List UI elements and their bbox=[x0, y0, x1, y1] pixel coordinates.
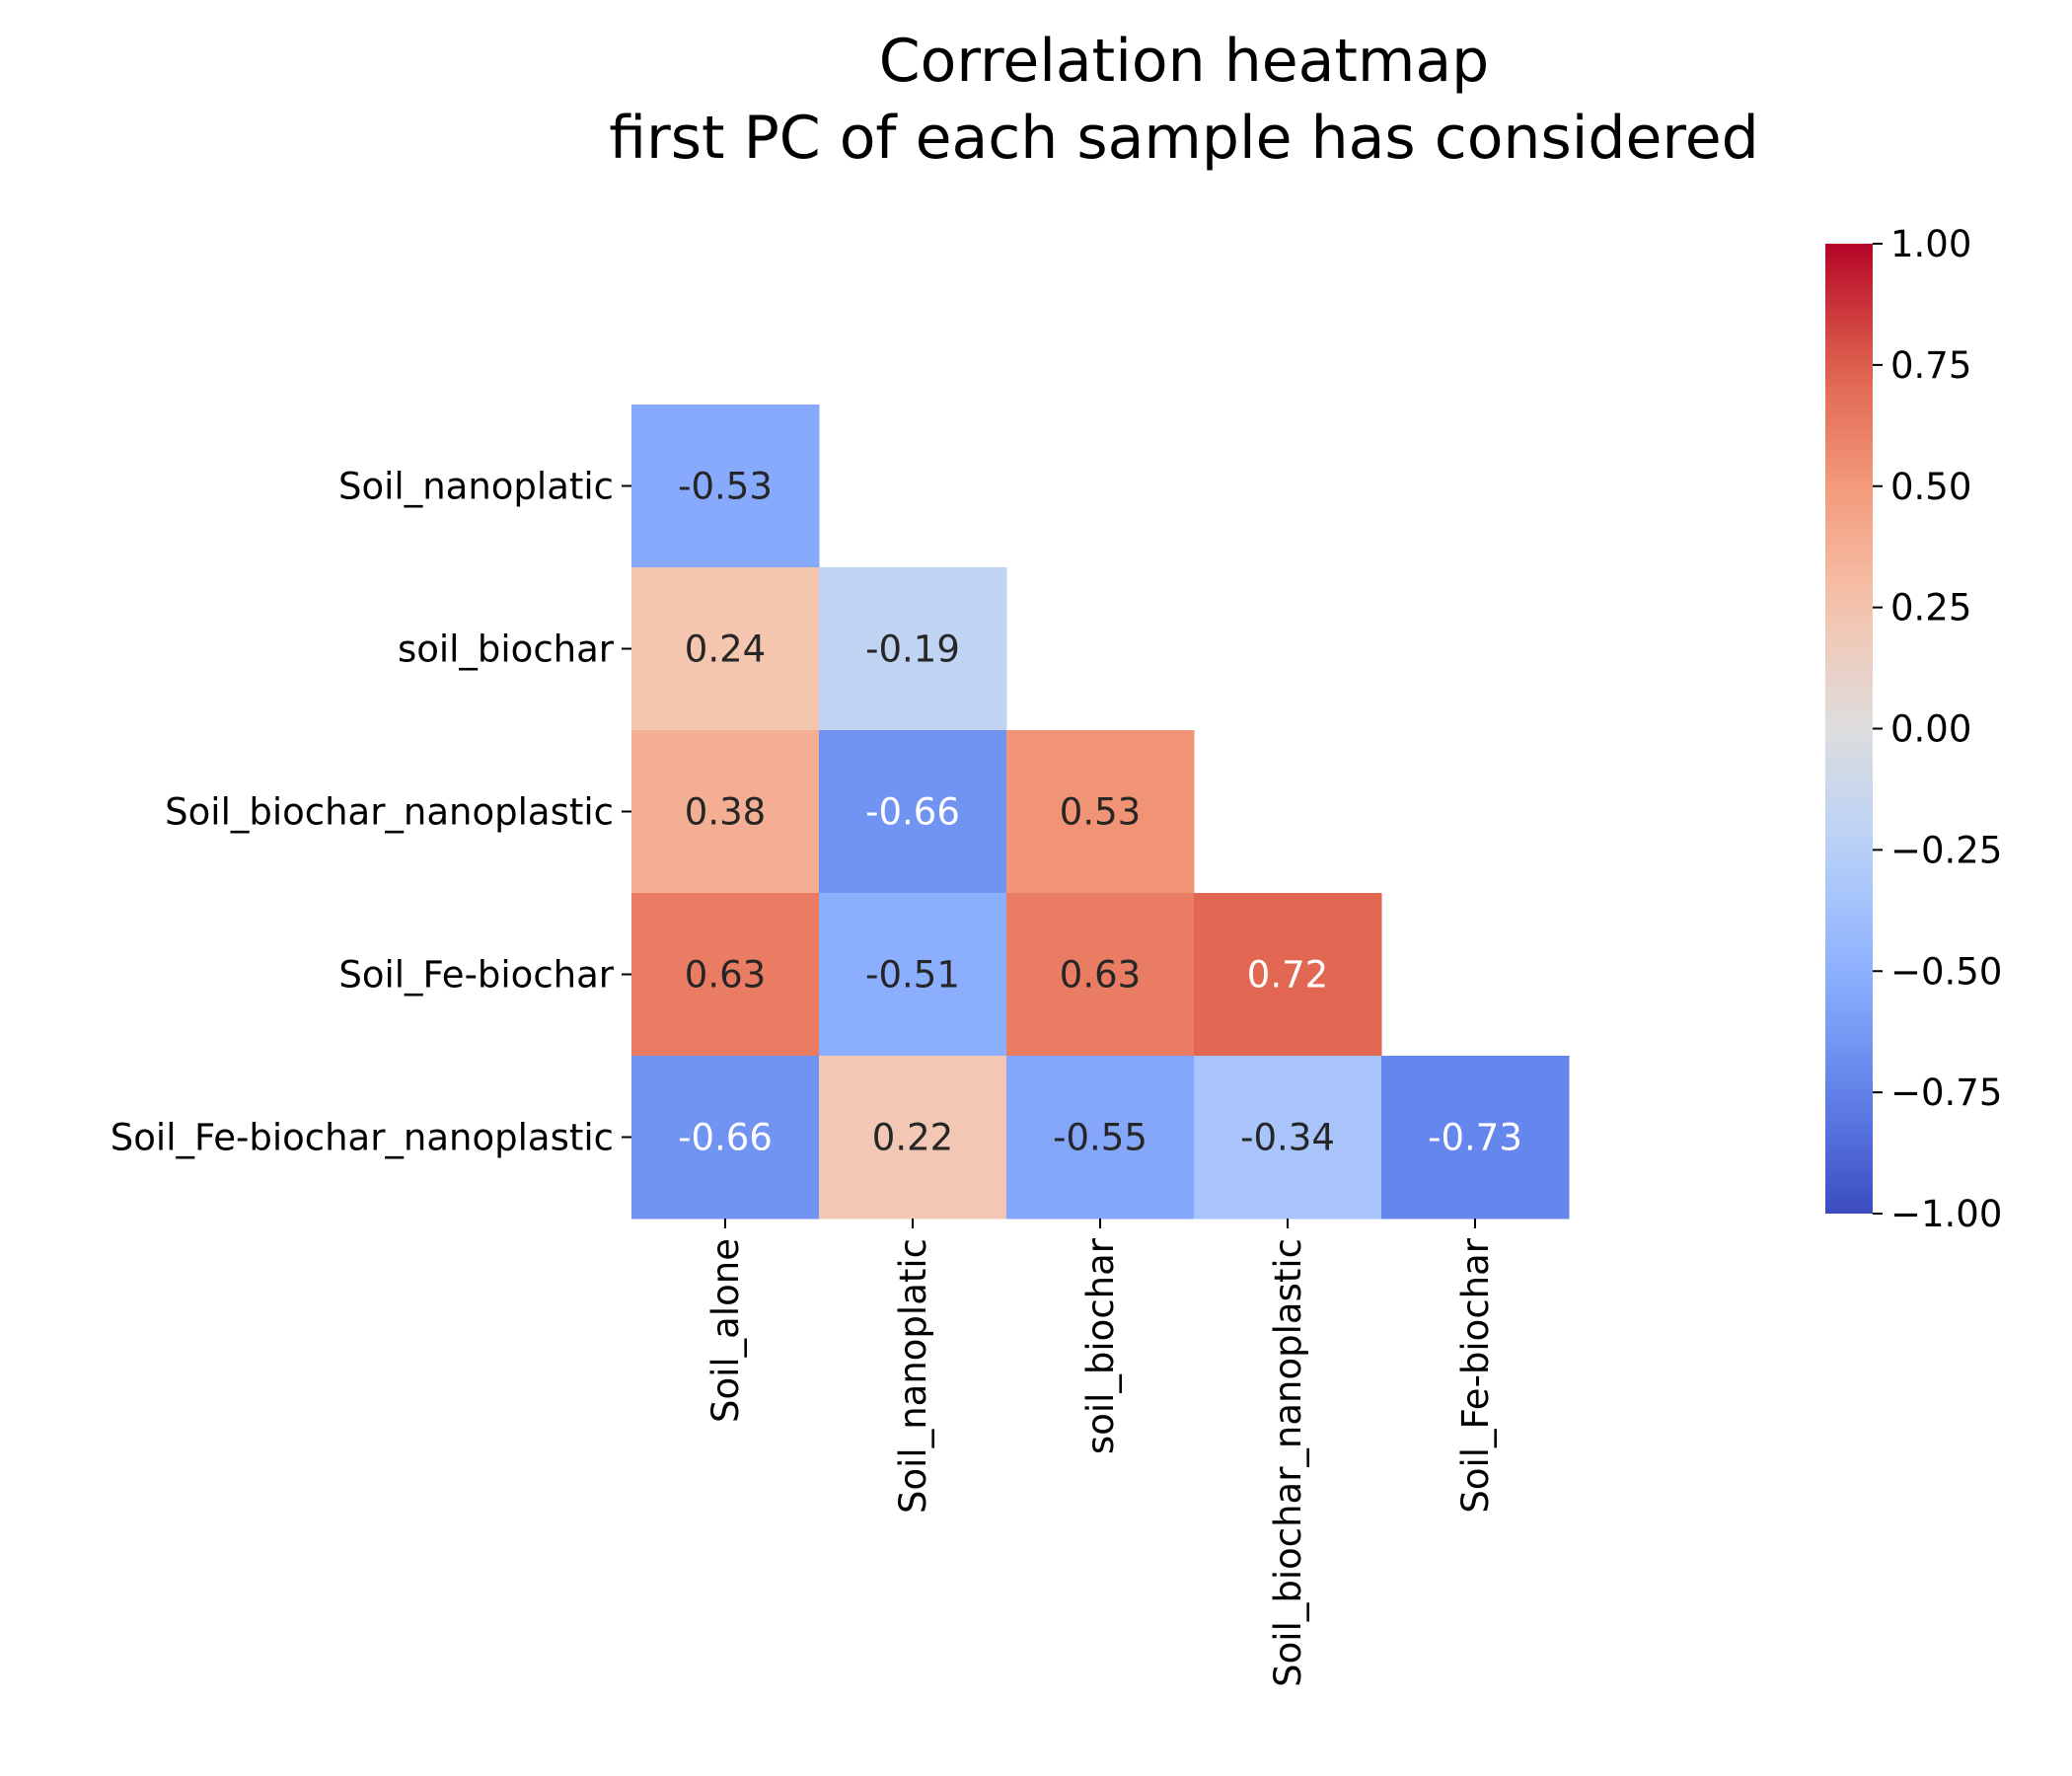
heatmap-cell bbox=[1194, 1056, 1382, 1220]
heatmap-cell bbox=[819, 567, 1007, 731]
heatmap-cell bbox=[1381, 1056, 1570, 1220]
x-tick-label: Soil_biochar_nanoplastic bbox=[1267, 1238, 1309, 1687]
cell-value-label: 0.53 bbox=[1060, 791, 1141, 834]
cell-value-label: 0.63 bbox=[1060, 954, 1141, 997]
heatmap-cell bbox=[631, 893, 820, 1057]
heatmap-cells: -0.53 0.24 -0.19 0.38 -0.66 0.53 0.63 -0.51 0.63… bbox=[631, 405, 1570, 1220]
y-tick-label: Soil_Fe-biochar bbox=[338, 954, 614, 997]
heatmap-cell bbox=[1006, 730, 1195, 894]
cell-value-label: -0.66 bbox=[678, 1117, 773, 1159]
cell-value-label: -0.73 bbox=[1428, 1117, 1522, 1159]
cell-value-label: -0.53 bbox=[678, 466, 773, 508]
cell-value-label: 0.24 bbox=[685, 629, 766, 671]
x-tick-label: Soil_nanoplatic bbox=[892, 1238, 934, 1514]
x-tick-label: Soil_alone bbox=[704, 1238, 747, 1423]
heatmap-cell bbox=[1006, 1056, 1195, 1220]
x-axis: Soil_alone Soil_nanoplatic soil_biochar Soi… bbox=[704, 1219, 1497, 1687]
y-axis: Soil_nanoplatic soil_biochar Soil_biochar_… bbox=[111, 466, 631, 1159]
colorbar-tick-label: 0.50 bbox=[1890, 466, 1971, 508]
cell-value-label: 0.22 bbox=[872, 1117, 953, 1159]
heatmap-cell bbox=[631, 405, 820, 568]
colorbar-gradient bbox=[1825, 244, 1873, 1214]
heatmap-cell bbox=[1194, 893, 1382, 1057]
heatmap-cell bbox=[819, 730, 1007, 894]
x-tick-label: soil_biochar bbox=[1079, 1237, 1122, 1454]
cell-value-label: -0.19 bbox=[865, 629, 960, 671]
cell-value-label: -0.55 bbox=[1053, 1117, 1147, 1159]
y-tick-label: soil_biochar bbox=[398, 629, 615, 671]
colorbar-tick-label: −1.00 bbox=[1890, 1193, 2002, 1235]
cell-value-label: -0.34 bbox=[1240, 1117, 1335, 1159]
heatmap-cell bbox=[631, 1056, 820, 1220]
colorbar-tick-label: −0.25 bbox=[1890, 829, 2002, 871]
cell-value-label: -0.66 bbox=[865, 791, 960, 834]
colorbar-tick-label: −0.75 bbox=[1890, 1072, 2002, 1114]
cell-value-label: 0.72 bbox=[1247, 954, 1328, 997]
y-tick-label: Soil_nanoplatic bbox=[338, 466, 614, 508]
cell-value-label: 0.38 bbox=[685, 791, 766, 834]
y-tick-label: Soil_Fe-biochar_nanoplastic bbox=[111, 1117, 614, 1159]
colorbar-tick-label: 0.75 bbox=[1890, 344, 1971, 387]
colorbar-tick-label: 0.25 bbox=[1890, 587, 1971, 629]
heatmap-cell bbox=[631, 567, 820, 731]
cell-value-label: -0.51 bbox=[865, 954, 960, 997]
colorbar-tick-label: 0.00 bbox=[1890, 708, 1971, 751]
y-tick-label: Soil_biochar_nanoplastic bbox=[165, 791, 614, 834]
heatmap-cell bbox=[631, 730, 820, 894]
x-tick-label: Soil_Fe-biochar bbox=[1454, 1237, 1497, 1513]
heatmap-cell bbox=[819, 1056, 1007, 1220]
colorbar: 1.00 0.75 0.50 0.25 0.00 −0.25 −0.50 −0.75 −1.00 bbox=[1825, 223, 2002, 1235]
heatmap-cell bbox=[1006, 893, 1195, 1057]
colorbar-tick-label: 1.00 bbox=[1890, 223, 1971, 265]
cell-value-label: 0.63 bbox=[685, 954, 766, 997]
heatmap-cell bbox=[819, 893, 1007, 1057]
chart-title-line-1: Correlation heatmap bbox=[879, 27, 1489, 96]
chart-title-line-2: first PC of each sample has considered bbox=[609, 104, 1759, 173]
colorbar-tick-label: −0.50 bbox=[1890, 950, 2002, 993]
